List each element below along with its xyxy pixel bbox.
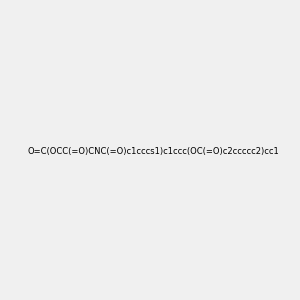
Text: O=C(OCC(=O)CNC(=O)c1cccs1)c1ccc(OC(=O)c2ccccc2)cc1: O=C(OCC(=O)CNC(=O)c1cccs1)c1ccc(OC(=O)c2… bbox=[28, 147, 280, 156]
